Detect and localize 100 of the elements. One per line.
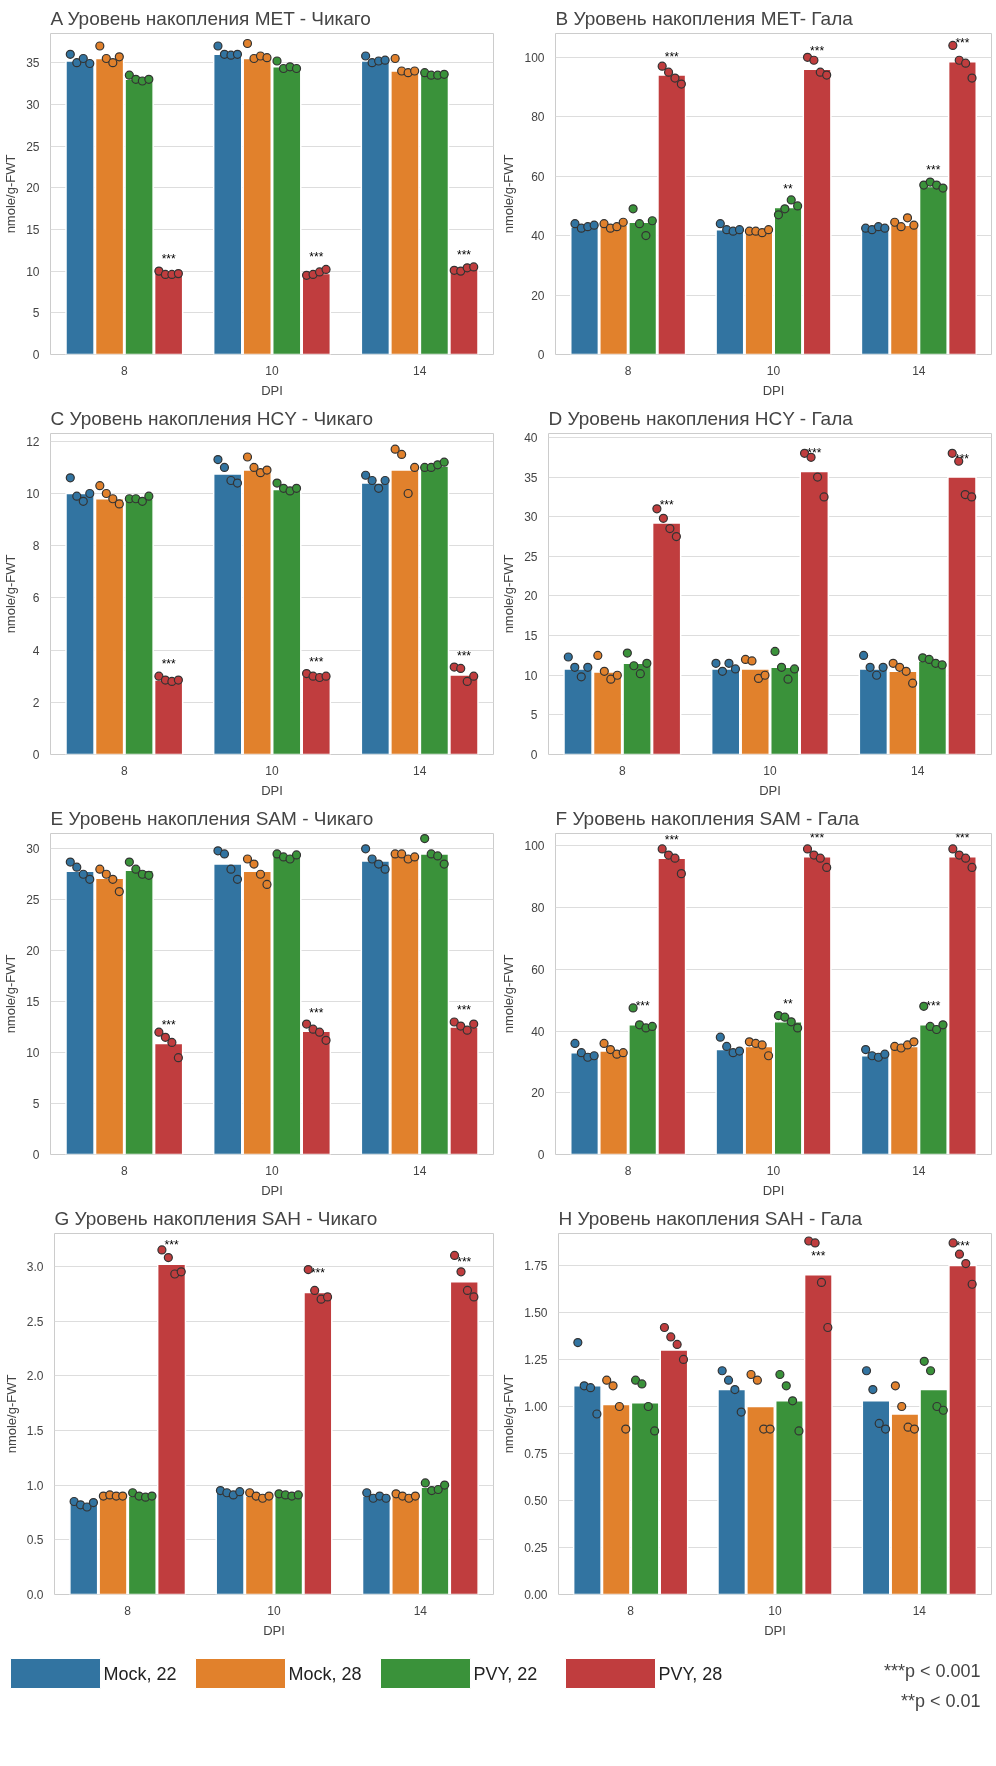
x-axis-title: DPI [261,782,283,798]
x-axis-title: DPI [762,382,785,398]
y-tick-label: 20 [26,944,40,959]
data-label: *** [161,1018,176,1032]
data-label: *** [309,1005,324,1020]
y-tick-label: 20 [524,589,538,604]
y-tick-label: 8 [32,539,40,554]
x-tick-label: 10 [267,1603,281,1618]
y-axis-title: nmole/g-FWT [3,154,19,234]
data-label: *** [309,250,324,265]
y-tick-label: 60 [531,169,545,184]
y-tick-label: 40 [524,430,538,445]
x-tick-label: 14 [412,763,427,778]
y-tick-label: 0.75 [524,1446,548,1461]
data-label: *** [810,831,825,846]
chart-title: D Уровень накопления HCY - Гала [548,407,854,429]
legend-label: PVY, 22 [473,1663,538,1684]
data-label: *** [161,252,176,267]
y-tick-label: 0 [32,348,40,362]
y-tick-label: 30 [26,97,40,112]
x-tick-label: 8 [121,363,128,378]
y-tick-label: 2 [32,695,40,710]
y-tick-label: 80 [531,110,545,125]
data-label: *** [164,1237,179,1252]
x-axis-title: DPI [261,382,283,398]
y-tick-label: 25 [26,139,40,154]
y-tick-label: 6 [32,591,40,606]
y-tick-label: 20 [531,1086,545,1101]
data-label: *** [456,247,472,262]
y-tick-label: 40 [531,229,545,244]
y-tick-label: 30 [524,510,538,525]
y-tick-label: 4 [32,643,40,658]
x-tick-label: 10 [766,1163,781,1178]
data-label: *** [811,1248,826,1263]
y-tick-label: 5 [530,708,538,723]
y-tick-label: 30 [26,842,40,857]
data-label: *** [955,831,970,846]
data-label: *** [955,36,970,51]
y-axis-title: nmole/g-FWT [501,954,517,1034]
x-tick-label: 14 [912,1163,926,1178]
y-tick-label: 3.0 [26,1259,44,1274]
data-label: *** [954,451,970,466]
y-tick-label: 0.0 [26,1588,44,1602]
chart-title: E Уровень накопления SAM - Чикаго [50,807,374,829]
legend-label: Mock, 22 [103,1663,177,1684]
x-tick-label: 10 [265,763,279,778]
chart-title: H Уровень накопления SAH - Гала [558,1207,863,1229]
data-label: *** [635,999,651,1014]
data-label: *** [926,999,941,1014]
x-axis-title: DPI [764,1622,786,1638]
y-tick-label: 1.00 [524,1399,548,1414]
x-tick-label: 10 [766,363,781,378]
legend-label: Mock, 28 [288,1663,362,1684]
y-tick-label: 40 [531,1024,545,1039]
x-tick-label: 14 [413,1603,428,1618]
y-tick-label: 12 [26,434,40,449]
y-axis-title: nmole/g-FWT [501,154,517,234]
x-axis-title: DPI [762,1182,785,1198]
x-axis-title: DPI [759,782,781,798]
x-axis-title: DPI [263,1622,285,1638]
y-tick-label: 10 [26,264,40,279]
y-tick-label: 100 [524,50,545,65]
y-tick-label: 0.00 [524,1588,548,1602]
data-label: ** [783,181,794,196]
x-tick-label: 14 [910,763,925,778]
y-tick-label: 2.0 [26,1369,44,1384]
x-tick-label: 10 [768,1603,782,1618]
x-tick-label: 8 [627,1603,635,1618]
x-tick-label: 14 [412,1163,427,1178]
y-tick-label: 25 [524,549,538,564]
data-label: *** [161,657,176,672]
y-tick-label: 100 [524,839,545,854]
y-tick-label: 10 [26,487,40,502]
data-label: *** [664,832,680,847]
y-tick-label: 0.25 [524,1540,548,1555]
y-axis-title: nmole/g-FWT [501,554,517,634]
y-axis-title: nmole/g-FWT [501,1374,517,1454]
x-tick-label: 8 [624,363,632,378]
y-tick-label: 25 [26,893,40,908]
data-label: *** [664,49,680,64]
x-tick-label: 8 [121,763,128,778]
y-tick-label: 0 [537,1148,545,1162]
text: **p < 0.01 [900,1690,981,1711]
chart-title: F Уровень накопления SAM - Гала [555,807,860,829]
y-tick-label: 0 [32,1148,40,1162]
y-tick-label: 5 [32,1097,40,1112]
x-axis-title: DPI [261,1182,283,1198]
y-axis-title: nmole/g-FWT [3,1374,19,1454]
text: ***p < 0.001 [883,1660,981,1681]
y-tick-label: 5 [32,306,40,321]
x-tick-label: 8 [124,1603,132,1618]
y-tick-label: 35 [26,56,40,71]
x-tick-label: 10 [763,763,777,778]
y-tick-label: 0 [530,748,538,762]
x-tick-label: 8 [624,1163,632,1178]
chart-title: B Уровень накопления MET- Гала [555,7,854,29]
chart-title: G Уровень накопления SAH - Чикаго [54,1207,378,1229]
y-tick-label: 0.5 [26,1533,44,1548]
y-tick-label: 60 [531,962,545,977]
data-label: *** [659,497,674,512]
